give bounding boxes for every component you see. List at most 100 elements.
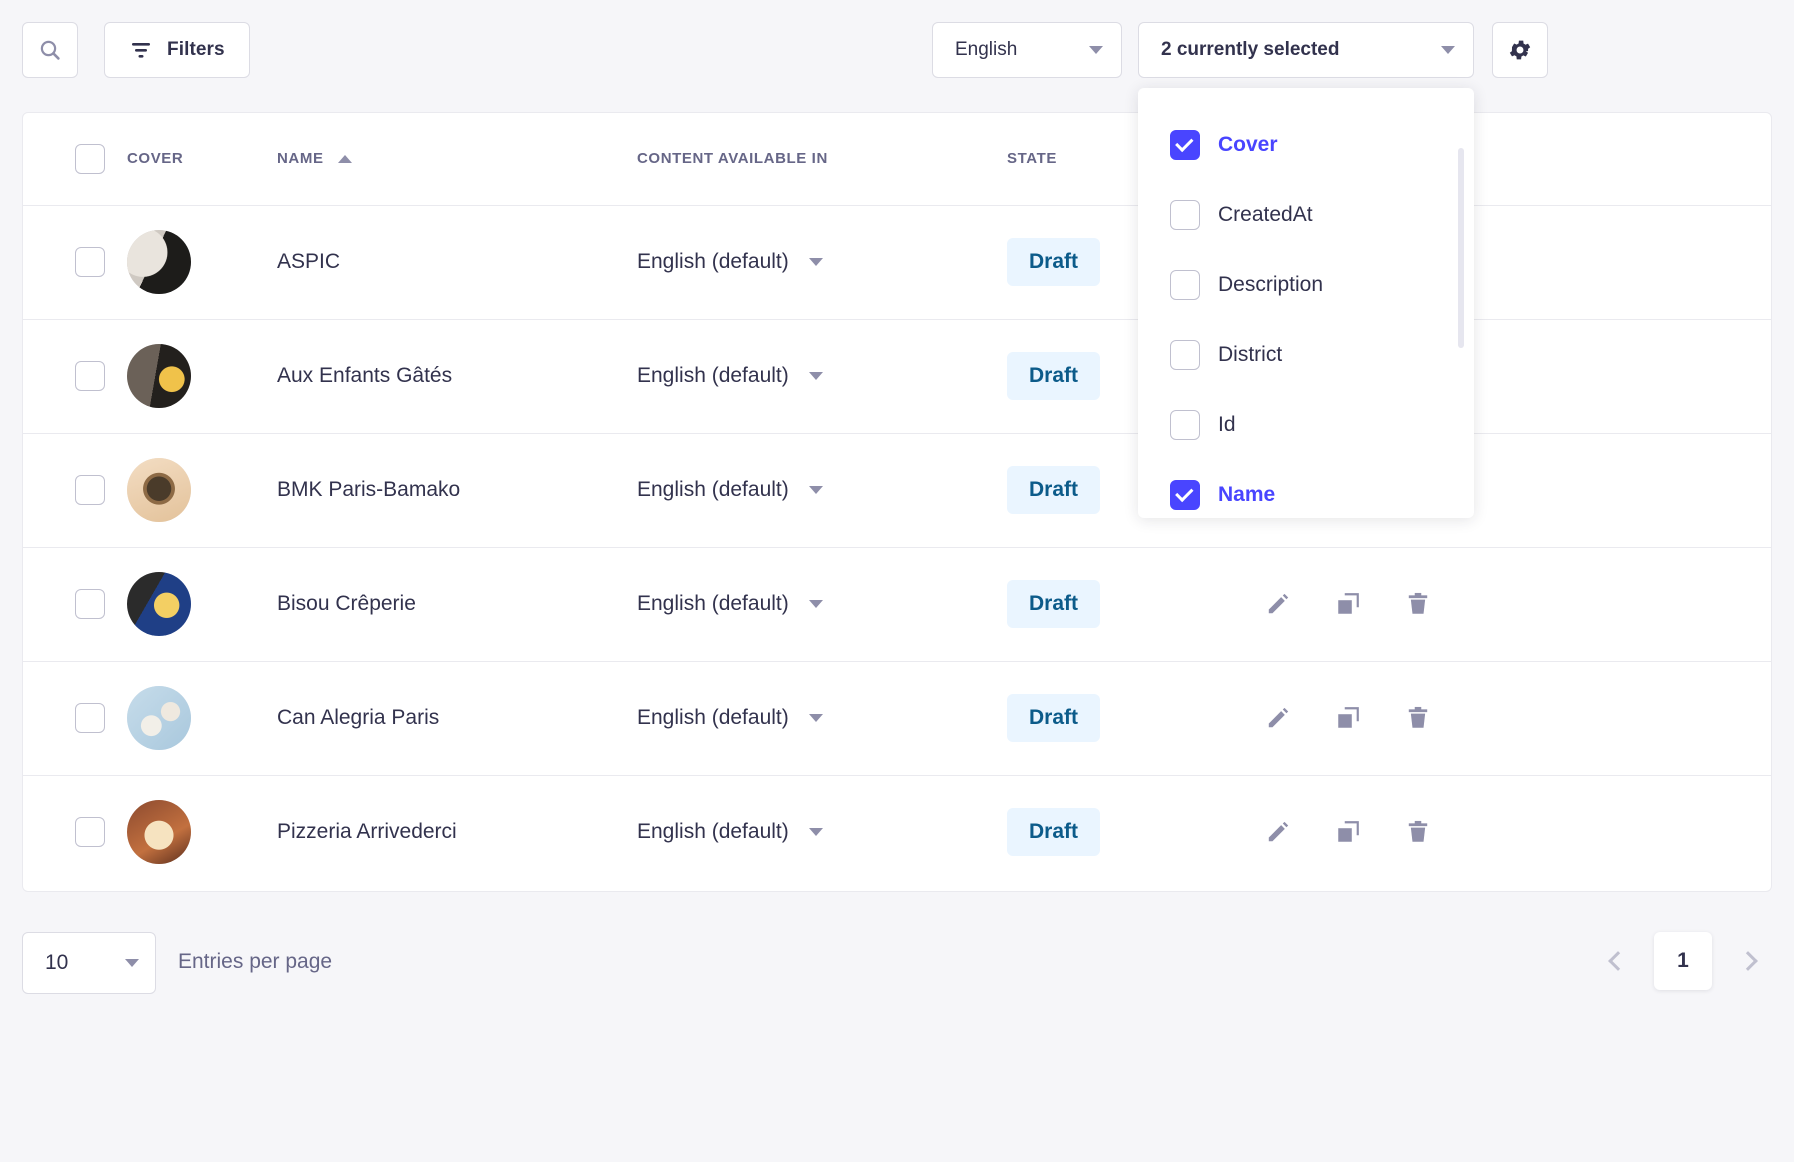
row-cover-cell [127, 775, 277, 889]
available-in-select[interactable]: English (default) [637, 364, 1007, 388]
fields-dropdown-item-label: Id [1218, 413, 1236, 436]
row-available-in-cell: English (default) [637, 547, 1007, 661]
edit-icon[interactable] [1265, 591, 1291, 617]
checkbox-createdat[interactable] [1170, 200, 1200, 230]
delete-icon[interactable] [1405, 819, 1431, 845]
checkbox-name[interactable] [1170, 480, 1200, 510]
row-state-cell: Draft [1007, 661, 1237, 775]
entries-per-page-select[interactable]: 10 [22, 932, 156, 994]
checkbox-description[interactable] [1170, 270, 1200, 300]
row-name-cell: Can Alegria Paris [277, 706, 440, 729]
row-cover-cell [127, 547, 277, 661]
header-content-available-in[interactable]: CONTENT AVAILABLE IN [637, 150, 828, 168]
row-actions [1237, 705, 1771, 731]
row-checkbox[interactable] [75, 247, 105, 277]
header-state[interactable]: STATE [1007, 150, 1057, 168]
select-all-checkbox[interactable] [75, 143, 105, 174]
chevron-down-icon [125, 959, 139, 967]
available-in-value: English (default) [637, 478, 789, 501]
available-in-select[interactable]: English (default) [637, 592, 1007, 616]
header-name-label: NAME [277, 150, 324, 168]
row-select-cell [23, 661, 127, 775]
row-checkbox[interactable] [75, 817, 105, 848]
table-row[interactable]: Aux Enfants Gâtés English (default) Draft [23, 319, 1771, 433]
row-available-in-cell: English (default) [637, 775, 1007, 889]
table-row[interactable]: BMK Paris-Bamako English (default) Draft [23, 433, 1771, 547]
row-available-in-cell: English (default) [637, 205, 1007, 319]
settings-button[interactable] [1492, 22, 1548, 78]
entries-per-page-label: Entries per page [178, 950, 333, 973]
checkbox-district[interactable] [1170, 340, 1200, 370]
delete-icon[interactable] [1405, 591, 1431, 617]
row-name-cell: Aux Enfants Gâtés [277, 364, 453, 387]
table-row[interactable]: Bisou Crêperie English (default) Draft [23, 547, 1771, 661]
edit-icon[interactable] [1265, 819, 1291, 845]
fields-dropdown-item[interactable]: Description [1138, 250, 1474, 320]
chevron-right-icon [1738, 951, 1758, 971]
status-badge: Draft [1007, 352, 1101, 400]
fields-dropdown-list: Cover CreatedAt Description District Id Name [1138, 110, 1474, 518]
available-in-select[interactable]: English (default) [637, 478, 1007, 502]
row-checkbox[interactable] [75, 703, 105, 733]
available-in-value: English (default) [637, 820, 789, 844]
table-row[interactable]: Can Alegria Paris English (default) Draft [23, 661, 1771, 775]
search-icon [40, 40, 60, 60]
status-badge: Draft [1007, 580, 1101, 628]
delete-icon[interactable] [1405, 705, 1431, 731]
checkbox-cover[interactable] [1170, 130, 1200, 160]
row-checkbox[interactable] [75, 475, 105, 505]
duplicate-icon[interactable] [1335, 591, 1361, 617]
row-select-cell [23, 433, 127, 547]
avatar [127, 572, 191, 636]
language-value: English [955, 39, 1018, 60]
row-cover-cell [127, 319, 277, 433]
row-actions [1237, 819, 1771, 845]
row-name-cell: BMK Paris-Bamako [277, 478, 461, 501]
row-state-cell: Draft [1007, 775, 1237, 889]
duplicate-icon[interactable] [1335, 819, 1361, 845]
gear-icon [1509, 40, 1531, 60]
row-state-cell: Draft [1007, 433, 1237, 547]
row-select-cell [23, 319, 127, 433]
checkbox-id[interactable] [1170, 410, 1200, 440]
next-page-button[interactable] [1724, 937, 1772, 985]
row-checkbox[interactable] [75, 589, 105, 619]
available-in-select[interactable]: English (default) [637, 250, 1007, 274]
fields-dropdown-item-label: Description [1218, 273, 1324, 296]
fields-dropdown-item[interactable]: District [1138, 320, 1474, 390]
row-actions-cell [1237, 547, 1771, 661]
table-head: COVER NAME CONTENT AVAILABLE IN STATE [23, 113, 1771, 205]
previous-page-button[interactable] [1594, 937, 1642, 985]
fields-dropdown-item[interactable]: CreatedAt [1138, 180, 1474, 250]
status-badge: Draft [1007, 238, 1101, 286]
row-state-cell: Draft [1007, 205, 1237, 319]
fields-dropdown-item-label: Cover [1218, 133, 1278, 156]
entries-table: COVER NAME CONTENT AVAILABLE IN STATE AS… [23, 113, 1771, 889]
available-in-select[interactable]: English (default) [637, 820, 1007, 844]
fields-select[interactable]: 2 currently selected [1138, 22, 1474, 78]
language-select[interactable]: English [932, 22, 1122, 78]
status-badge: Draft [1007, 466, 1101, 514]
table-row[interactable]: ASPIC English (default) Draft [23, 205, 1771, 319]
fields-dropdown-item-label: Name [1218, 483, 1276, 506]
header-cover[interactable]: COVER [127, 150, 184, 168]
fields-dropdown-item-label: District [1218, 343, 1283, 366]
search-button[interactable] [22, 22, 78, 78]
table-header-row: COVER NAME CONTENT AVAILABLE IN STATE [23, 113, 1771, 205]
chevron-down-icon [1441, 46, 1455, 54]
status-badge: Draft [1007, 808, 1101, 857]
edit-icon[interactable] [1265, 705, 1291, 731]
table-row[interactable]: Pizzeria Arrivederci English (default) Dra… [23, 775, 1771, 889]
header-name[interactable]: NAME [277, 113, 637, 205]
row-checkbox[interactable] [75, 361, 105, 391]
page-number-1[interactable]: 1 [1654, 932, 1712, 990]
filters-button[interactable]: Filters [104, 22, 250, 78]
available-in-select[interactable]: English (default) [637, 706, 1007, 730]
duplicate-icon[interactable] [1335, 705, 1361, 731]
fields-dropdown-item[interactable]: Id [1138, 390, 1474, 460]
row-cover-cell [127, 205, 277, 319]
dropdown-scrollbar[interactable] [1458, 148, 1464, 348]
row-actions [1237, 591, 1771, 617]
fields-dropdown-item[interactable]: Cover [1138, 110, 1474, 180]
fields-dropdown-item[interactable]: Name [1138, 460, 1474, 518]
